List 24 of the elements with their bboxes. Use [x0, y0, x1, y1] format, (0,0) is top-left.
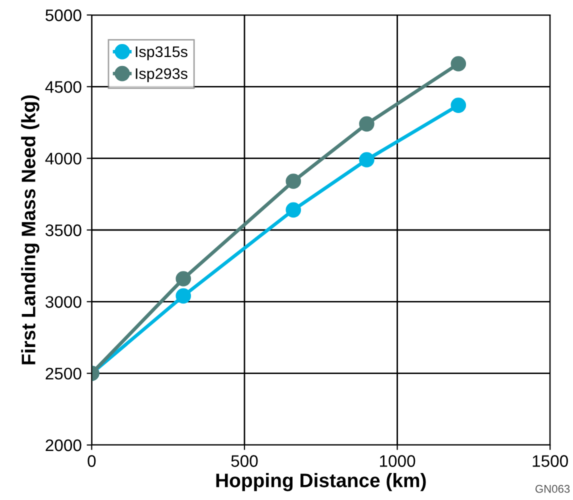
x-tick-label: 500 [231, 455, 258, 467]
point [286, 202, 302, 218]
x-axis-title: Hopping Distance (km) [216, 473, 426, 492]
point [286, 174, 302, 189]
point [359, 152, 374, 168]
x-tick-label: 1000 [380, 455, 416, 467]
y-tick-label: 2000 [46, 439, 82, 452]
legend-label: Isp293s [136, 68, 188, 82]
point [359, 116, 374, 132]
legend-label: Isp315s [136, 46, 188, 60]
y-tick-label: 3500 [46, 224, 82, 236]
y-axis-title: First Landing Mass Need (kg) [21, 95, 40, 364]
y-tick-label: 4000 [45, 152, 82, 165]
point [176, 271, 191, 286]
point [450, 98, 466, 113]
x-tick-label: 1500 [532, 455, 568, 467]
y-tick-label: 4500 [45, 81, 82, 93]
y-tick-label: 2500 [46, 368, 82, 380]
y-tick-label: 5000 [46, 9, 82, 22]
point [450, 56, 466, 72]
y-tick-label: 3000 [46, 296, 82, 308]
text: GN063 [535, 484, 570, 493]
point [176, 288, 191, 304]
x-tick-label: 0 [88, 455, 96, 467]
